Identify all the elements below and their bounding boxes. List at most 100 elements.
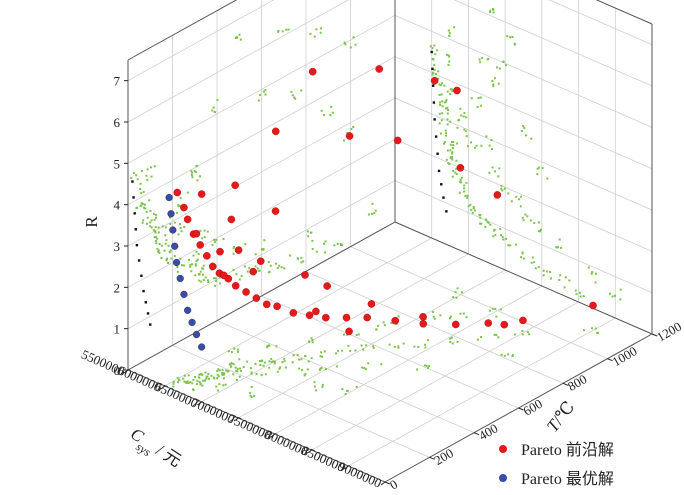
projection-point	[283, 267, 286, 270]
projection-point	[445, 158, 448, 161]
projection-point	[459, 178, 462, 181]
projection-point	[441, 100, 444, 103]
projection-point	[451, 151, 454, 154]
frame-edge	[595, 0, 653, 25]
projection-point	[183, 264, 186, 267]
projection-point	[264, 373, 267, 376]
projection-point	[501, 189, 504, 192]
projection-point	[173, 255, 176, 258]
x-tick-label: 9000000	[336, 459, 384, 491]
projection-point	[539, 230, 542, 233]
projection-point	[579, 295, 582, 298]
projection-point	[236, 348, 239, 351]
projection-point	[521, 252, 524, 255]
projection-point	[450, 140, 453, 143]
projection-point	[563, 286, 566, 289]
projection-point	[339, 243, 342, 246]
projection-point	[195, 260, 198, 263]
projection-point	[323, 251, 326, 254]
frame-edge	[127, 369, 386, 483]
pareto-front-point	[216, 247, 224, 256]
projection-point	[333, 244, 336, 247]
projection-point	[370, 212, 373, 215]
pareto-front-point	[227, 215, 236, 224]
x-tick	[270, 433, 276, 438]
projection-point	[574, 289, 577, 292]
projection-point	[446, 112, 449, 115]
projection-point	[513, 42, 516, 45]
projection-point	[172, 382, 175, 385]
projection-point	[465, 135, 468, 138]
projection-point	[497, 336, 500, 339]
projection-point	[168, 216, 171, 219]
projection-point	[438, 112, 441, 115]
projection-point	[192, 378, 195, 381]
projection-point	[193, 169, 196, 172]
projection-point	[479, 222, 482, 225]
projection-point	[269, 264, 272, 267]
projection-point	[519, 195, 522, 198]
projection-point	[179, 197, 182, 200]
projection-point	[481, 56, 484, 59]
projection-point	[191, 171, 194, 174]
floor-gridline	[350, 246, 608, 360]
floor-gridline	[172, 344, 430, 458]
pareto-front-point	[519, 316, 527, 325]
projection-point	[236, 370, 239, 373]
wall-gridline	[453, 0, 653, 87]
projection-point	[424, 343, 427, 346]
projection-point-optimal	[445, 210, 448, 213]
projection-point	[213, 377, 216, 380]
legend-marker-pareto-front	[499, 445, 507, 453]
projection-point	[445, 99, 448, 102]
projection-point	[246, 270, 249, 273]
projection-point	[250, 372, 253, 375]
axis-frame	[127, 0, 653, 483]
pareto-front-point	[345, 327, 353, 336]
projection-point	[371, 202, 374, 205]
projection-point	[230, 365, 233, 368]
z-axis-label: R	[82, 216, 101, 228]
projection-point	[591, 271, 594, 274]
projection-point	[243, 265, 246, 268]
projection-point-optimal	[437, 169, 441, 173]
projection-point	[354, 43, 357, 46]
projection-point	[538, 221, 541, 224]
projection-point	[153, 236, 156, 239]
projection-point	[582, 329, 585, 332]
projection-point	[202, 278, 205, 281]
projection-point	[284, 366, 287, 369]
projection-point	[564, 276, 567, 279]
projection-point	[242, 365, 245, 368]
projection-point	[221, 374, 224, 377]
projection-point	[499, 228, 502, 231]
projection-point	[530, 261, 533, 264]
z-tick-label: 3	[114, 239, 121, 254]
projection-point	[281, 30, 284, 33]
projection-point	[442, 142, 445, 145]
projection-point	[221, 368, 224, 371]
projection-point	[158, 243, 161, 246]
projection-point	[236, 350, 239, 353]
projection-point	[170, 257, 173, 260]
projection-point	[250, 396, 253, 399]
z-tick-label: 6	[114, 115, 121, 130]
projection-point	[281, 361, 284, 364]
projection-point	[206, 230, 209, 233]
projection-point	[520, 256, 523, 259]
projection-point	[152, 212, 155, 215]
projection-point	[304, 355, 307, 358]
projection-point	[494, 77, 497, 80]
projection-point	[238, 358, 241, 361]
projection-point	[438, 83, 441, 86]
projection-point	[321, 355, 324, 358]
projection-point	[433, 317, 436, 320]
projection-point	[169, 222, 172, 225]
projection-point	[235, 369, 238, 372]
projection-point	[273, 360, 276, 363]
projection-point	[249, 394, 252, 397]
projection-point	[187, 258, 190, 261]
projection-point	[452, 296, 455, 299]
projection-point	[537, 166, 540, 169]
projection-point	[189, 263, 192, 266]
